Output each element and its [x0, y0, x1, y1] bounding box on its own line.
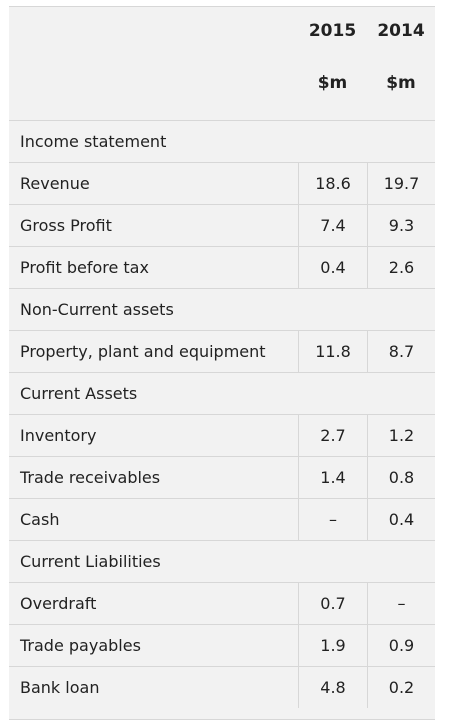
row-label: Overdraft	[20, 594, 97, 613]
value-2015: 18.6	[298, 163, 367, 204]
value-2014: 0.9	[367, 625, 435, 666]
section-row: Non-Current assets	[9, 288, 435, 330]
value-2014: 9.3	[367, 205, 435, 246]
value-2015: 7.4	[298, 205, 367, 246]
value-2015: 4.8	[298, 667, 367, 708]
value-2015: 2.7	[298, 415, 367, 456]
value-2014: 1.2	[367, 415, 435, 456]
value-2014: 2.6	[367, 247, 435, 288]
value-2015: 1.9	[298, 625, 367, 666]
value-2015: 11.8	[298, 331, 367, 372]
section-label: Non-Current assets	[20, 300, 174, 319]
table-row: Revenue 18.6 19.7	[9, 162, 435, 204]
value-2014: 0.8	[367, 457, 435, 498]
financial-table: 2015 2014 $m $m Income statement Revenue…	[9, 6, 435, 720]
column-header-2014: 2014	[377, 21, 425, 41]
row-label: Trade payables	[20, 636, 141, 655]
row-label: Inventory	[20, 426, 97, 445]
table-row: Profit before tax 0.4 2.6	[9, 246, 435, 288]
table-row: Trade payables 1.9 0.9	[9, 624, 435, 666]
row-label: Property, plant and equipment	[20, 342, 266, 361]
value-2014: 19.7	[367, 163, 435, 204]
row-label: Bank loan	[20, 678, 100, 697]
table-row: Cash – 0.4	[9, 498, 435, 540]
row-label: Revenue	[20, 174, 90, 193]
row-label: Trade receivables	[20, 468, 161, 487]
value-2015: –	[298, 499, 367, 540]
value-2015: 1.4	[298, 457, 367, 498]
table-row: Gross Profit 7.4 9.3	[9, 204, 435, 246]
section-row: Income statement	[9, 120, 435, 162]
row-label: Gross Profit	[20, 216, 112, 235]
unit-header-2015: $m	[317, 73, 348, 93]
table-row: Overdraft 0.7 –	[9, 582, 435, 624]
value-2014: 8.7	[367, 331, 435, 372]
table-row: Trade receivables 1.4 0.8	[9, 456, 435, 498]
unit-header-2014: $m	[386, 73, 416, 93]
row-label: Profit before tax	[20, 258, 149, 277]
row-label: Cash	[20, 510, 60, 529]
table-header: 2015 2014 $m $m	[9, 7, 435, 120]
value-2015: 0.4	[298, 247, 367, 288]
value-2014: 0.4	[367, 499, 435, 540]
section-row: Current Assets	[9, 372, 435, 414]
table-row: Inventory 2.7 1.2	[9, 414, 435, 456]
value-2015: 0.7	[298, 583, 367, 624]
table-row: Bank loan 4.8 0.2	[9, 666, 435, 708]
column-header-2015: 2015	[308, 21, 357, 41]
section-label: Current Assets	[20, 384, 138, 403]
section-label: Current Liabilities	[20, 552, 161, 571]
table-row: Property, plant and equipment 11.8 8.7	[9, 330, 435, 372]
value-2014: 0.2	[367, 667, 435, 708]
section-label: Income statement	[20, 132, 167, 151]
section-row: Current Liabilities	[9, 540, 435, 582]
value-2014: –	[367, 583, 435, 624]
